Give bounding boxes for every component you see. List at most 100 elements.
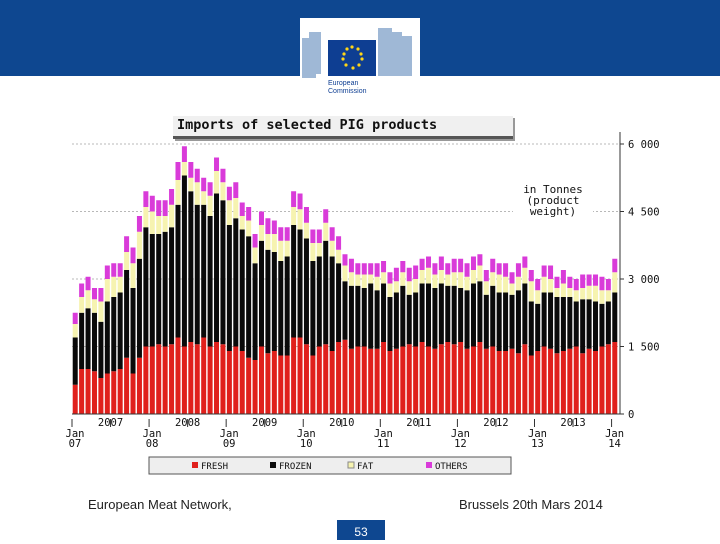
bar-fresh bbox=[387, 351, 393, 414]
bar-fat bbox=[413, 279, 419, 293]
bar-fresh bbox=[316, 346, 322, 414]
bar-frozen bbox=[528, 301, 534, 356]
bar-fresh bbox=[355, 346, 361, 414]
bar-fresh bbox=[136, 357, 142, 414]
bar-others bbox=[567, 276, 573, 288]
bar-fresh bbox=[91, 371, 97, 414]
bar-fat bbox=[329, 240, 335, 257]
bar-frozen bbox=[336, 263, 342, 342]
bar-fresh bbox=[432, 348, 438, 414]
bar-fat bbox=[98, 301, 104, 322]
bar-frozen bbox=[258, 240, 264, 347]
bar-frozen bbox=[522, 283, 528, 345]
bar-frozen bbox=[348, 285, 354, 349]
bar-others bbox=[258, 211, 264, 225]
bar-fat bbox=[156, 216, 162, 234]
bar-others bbox=[593, 274, 599, 286]
bar-frozen bbox=[381, 283, 387, 342]
bar-fat bbox=[368, 274, 374, 284]
bar-frozen bbox=[226, 225, 232, 351]
bar-fresh bbox=[541, 346, 547, 414]
bar-frozen bbox=[124, 270, 130, 358]
bar-fat bbox=[91, 299, 97, 313]
bar-fresh bbox=[226, 351, 232, 414]
logo-text-line2: Commission bbox=[328, 88, 367, 95]
footer-network: European Meat Network, bbox=[88, 497, 232, 512]
bar-fresh bbox=[580, 353, 586, 414]
bar-fresh bbox=[149, 346, 155, 414]
bar-fat bbox=[381, 272, 387, 284]
bar-others bbox=[483, 270, 489, 282]
bar-fresh bbox=[239, 351, 245, 414]
bar-fresh bbox=[419, 342, 425, 414]
x-month-label: Jan bbox=[374, 428, 393, 440]
bar-others bbox=[336, 236, 342, 250]
bar-frozen bbox=[329, 256, 335, 351]
bar-fat bbox=[323, 222, 329, 241]
bar-fat bbox=[406, 281, 412, 295]
unit-label-line: (product bbox=[527, 194, 580, 207]
bar-others bbox=[297, 193, 303, 210]
x-year-label: 2013 bbox=[560, 417, 585, 429]
bar-fresh bbox=[323, 344, 329, 414]
bar-frozen bbox=[220, 200, 226, 345]
bar-others bbox=[149, 195, 155, 212]
bar-frozen bbox=[400, 285, 406, 347]
bar-fat bbox=[252, 247, 258, 264]
x-month-label: 09 bbox=[223, 438, 236, 450]
bar-others bbox=[194, 168, 200, 183]
bar-frozen bbox=[605, 301, 611, 345]
bar-fresh bbox=[175, 337, 181, 414]
bar-fresh bbox=[265, 353, 271, 414]
bar-others bbox=[136, 216, 142, 232]
bar-fat bbox=[612, 272, 618, 293]
bar-fat bbox=[515, 276, 521, 291]
bar-fat bbox=[374, 276, 380, 291]
bar-others bbox=[509, 272, 515, 284]
bar-others bbox=[156, 200, 162, 216]
bar-others bbox=[554, 276, 560, 288]
bar-others bbox=[599, 276, 605, 291]
bar-frozen bbox=[278, 261, 284, 356]
bar-frozen bbox=[458, 288, 464, 342]
bar-fat bbox=[593, 285, 599, 302]
bar-frozen bbox=[355, 285, 361, 347]
bar-others bbox=[79, 283, 85, 297]
legend-label-frozen: FROZEN bbox=[279, 462, 312, 472]
bar-fat bbox=[522, 267, 528, 284]
bar-others bbox=[278, 227, 284, 241]
bar-frozen bbox=[432, 288, 438, 349]
bar-frozen bbox=[291, 225, 297, 338]
bar-fat bbox=[278, 240, 284, 261]
bar-fresh bbox=[470, 346, 476, 414]
bar-fat bbox=[361, 274, 367, 288]
bar-frozen bbox=[586, 299, 592, 349]
bar-frozen bbox=[368, 283, 374, 349]
bar-fat bbox=[509, 283, 515, 295]
bar-fresh bbox=[207, 346, 213, 414]
bar-frozen bbox=[593, 301, 599, 351]
bar-fresh bbox=[406, 344, 412, 414]
legend-swatch-frozen bbox=[270, 462, 276, 468]
bar-others bbox=[528, 270, 534, 282]
bar-frozen bbox=[149, 234, 155, 347]
bar-fat bbox=[271, 234, 277, 252]
bar-frozen bbox=[252, 263, 258, 360]
bar-others bbox=[265, 218, 271, 234]
bar-others bbox=[310, 229, 316, 243]
bar-frozen bbox=[387, 297, 393, 351]
bar-frozen bbox=[207, 216, 213, 347]
bar-fresh bbox=[567, 348, 573, 414]
bar-others bbox=[560, 270, 566, 284]
bar-fresh bbox=[104, 373, 110, 414]
bar-frozen bbox=[599, 303, 605, 347]
bar-fat bbox=[310, 243, 316, 261]
bar-fat bbox=[496, 274, 502, 293]
bar-fat bbox=[348, 272, 354, 286]
bar-fat bbox=[188, 177, 194, 192]
bar-frozen bbox=[117, 292, 123, 369]
bar-fat bbox=[458, 272, 464, 288]
bar-fat bbox=[117, 276, 123, 293]
bar-others bbox=[214, 157, 220, 171]
